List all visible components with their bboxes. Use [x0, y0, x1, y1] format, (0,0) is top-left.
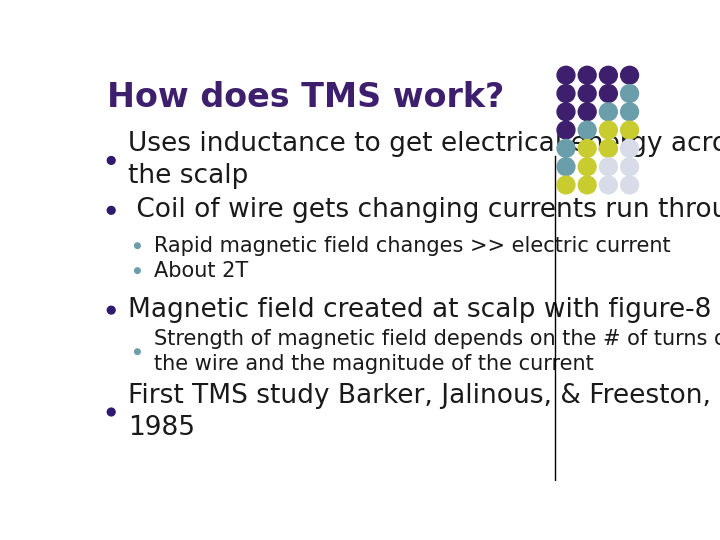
- Text: Strength of magnetic field depends on the # of turns of
the wire and the magnitu: Strength of magnetic field depends on th…: [154, 329, 720, 374]
- Ellipse shape: [135, 349, 140, 354]
- Text: Coil of wire gets changing currents run through it: Coil of wire gets changing currents run …: [128, 197, 720, 224]
- Ellipse shape: [600, 85, 617, 103]
- Ellipse shape: [107, 408, 115, 416]
- Ellipse shape: [600, 176, 617, 194]
- Ellipse shape: [578, 85, 596, 103]
- Ellipse shape: [578, 121, 596, 139]
- Ellipse shape: [621, 176, 639, 194]
- Ellipse shape: [557, 121, 575, 139]
- Ellipse shape: [135, 268, 140, 273]
- Ellipse shape: [621, 103, 639, 120]
- Text: Uses inductance to get electrical energy across
the scalp: Uses inductance to get electrical energy…: [128, 131, 720, 190]
- Text: How does TMS work?: How does TMS work?: [107, 82, 504, 114]
- Ellipse shape: [557, 139, 575, 157]
- Ellipse shape: [578, 66, 596, 84]
- Ellipse shape: [578, 158, 596, 176]
- Ellipse shape: [557, 176, 575, 194]
- Ellipse shape: [600, 66, 617, 84]
- Ellipse shape: [107, 157, 115, 164]
- Ellipse shape: [578, 176, 596, 194]
- Text: About 2T: About 2T: [154, 261, 248, 281]
- Ellipse shape: [557, 66, 575, 84]
- Ellipse shape: [621, 158, 639, 176]
- Ellipse shape: [135, 243, 140, 248]
- Ellipse shape: [600, 121, 617, 139]
- Text: Magnetic field created at scalp with figure-8 coil: Magnetic field created at scalp with fig…: [128, 297, 720, 323]
- Ellipse shape: [557, 103, 575, 120]
- Ellipse shape: [621, 85, 639, 103]
- Ellipse shape: [107, 306, 115, 314]
- Text: First TMS study Barker, Jalinous, & Freeston,
1985: First TMS study Barker, Jalinous, & Free…: [128, 383, 711, 441]
- Ellipse shape: [557, 85, 575, 103]
- Ellipse shape: [600, 103, 617, 120]
- Ellipse shape: [600, 158, 617, 176]
- Ellipse shape: [621, 66, 639, 84]
- Ellipse shape: [621, 121, 639, 139]
- Ellipse shape: [578, 103, 596, 120]
- Ellipse shape: [621, 139, 639, 157]
- Text: Rapid magnetic field changes >> electric current: Rapid magnetic field changes >> electric…: [154, 235, 671, 255]
- Ellipse shape: [578, 139, 596, 157]
- Ellipse shape: [600, 139, 617, 157]
- Ellipse shape: [557, 158, 575, 176]
- Ellipse shape: [107, 206, 115, 214]
